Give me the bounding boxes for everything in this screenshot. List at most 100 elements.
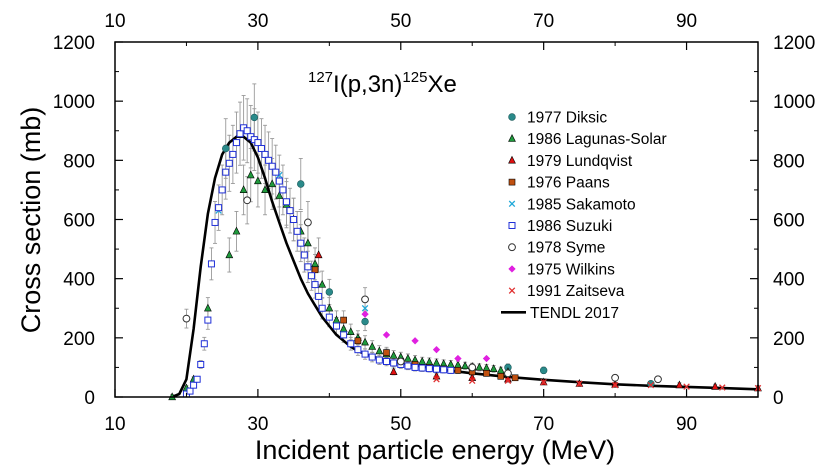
- legend-item-1985-sakamoto: 1985 Sakamoto: [508, 196, 636, 213]
- x-tick-label-top: 70: [533, 11, 554, 32]
- series-tendl-2017-curve: [171, 135, 759, 399]
- point-1991-zaitseva: [576, 380, 583, 387]
- legend-marker-1976-paans: [508, 178, 516, 186]
- point-1978-syme: [611, 373, 620, 382]
- point-1976-paans: [383, 349, 390, 356]
- point-1979-lundqvist: [711, 381, 720, 390]
- legend-label-1986-lagunas-solar: 1986 Lagunas-Solar: [527, 131, 667, 148]
- point-1991-zaitseva: [611, 381, 619, 389]
- point-1986-lagunas-solar: [239, 185, 248, 194]
- legend-item-1986-suzuki: 1986 Suzuki: [508, 218, 612, 235]
- point-1975-wilkins: [482, 354, 491, 363]
- legend-item-tendl-2017: TENDL 2017: [501, 305, 619, 322]
- point-1975-wilkins: [411, 337, 419, 345]
- point-1986-lagunas-solar: [225, 250, 234, 259]
- point-1979-lundqvist: [675, 380, 684, 389]
- point-1986-suzuki: [215, 204, 223, 212]
- point-1991-zaitseva: [468, 377, 476, 384]
- point-1991-zaitseva: [719, 384, 726, 391]
- point-1986-suzuki: [311, 281, 319, 289]
- title-product: Xe: [427, 71, 456, 98]
- legend-item-1978-syme: 1978 Syme: [508, 240, 605, 257]
- point-1986-suzuki: [261, 150, 269, 158]
- legend-marker-1978-syme: [508, 243, 516, 252]
- point-1986-suzuki: [268, 162, 276, 170]
- point-1986-suzuki: [332, 322, 340, 330]
- point-1986-lagunas-solar: [275, 191, 284, 199]
- point-1986-suzuki: [272, 168, 280, 176]
- point-1986-suzuki: [297, 239, 305, 247]
- point-1986-lagunas-solar: [389, 350, 398, 359]
- point-1986-suzuki: [433, 365, 440, 373]
- legend-item-1977-diksic: 1977 Diksic: [508, 110, 607, 127]
- point-1975-wilkins: [454, 354, 462, 363]
- point-1978-syme: [304, 218, 312, 227]
- legend-label-tendl-2017: TENDL 2017: [530, 305, 619, 322]
- y-tick-label-right: 1000: [773, 92, 815, 113]
- point-1986-suzuki: [222, 168, 230, 176]
- point-1977-diksic: [250, 113, 259, 122]
- point-1986-lagunas-solar: [418, 356, 427, 365]
- point-1986-suzuki: [218, 186, 226, 194]
- point-1978-syme: [468, 363, 477, 372]
- point-1986-suzuki: [361, 350, 369, 358]
- point-1976-paans: [311, 266, 319, 274]
- legend-label-1979-lundqvist: 1979 Lundqvist: [527, 153, 633, 170]
- legend-marker-1986-lagunas-solar: [508, 134, 516, 142]
- legend-label-1991-zaitseva: 1991 Zaitseva: [527, 283, 625, 300]
- legend-item-1986-lagunas-solar: 1986 Lagunas-Solar: [508, 131, 667, 148]
- point-1978-syme: [654, 375, 662, 384]
- point-1986-lagunas-solar: [375, 346, 384, 355]
- legend-label-1985-sakamoto: 1985 Sakamoto: [527, 196, 636, 213]
- legend-item-1979-lundqvist: 1979 Lundqvist: [508, 153, 633, 170]
- point-1986-suzuki: [307, 272, 315, 280]
- point-1986-lagunas-solar: [268, 179, 277, 188]
- point-1986-suzuki: [418, 364, 426, 372]
- point-1986-suzuki: [190, 381, 198, 389]
- point-1986-suzuki: [325, 313, 333, 321]
- x-tick-label-top: 10: [104, 11, 125, 32]
- point-1986-suzuki: [186, 387, 194, 395]
- point-1986-suzuki: [232, 139, 240, 147]
- title-reaction: I(p,3n): [333, 71, 402, 98]
- point-1986-lagunas-solar: [261, 185, 269, 194]
- point-1985-sakamoto: [361, 304, 369, 312]
- legend-marker-1986-suzuki: [508, 222, 516, 229]
- point-1986-suzuki: [447, 366, 455, 374]
- legend-marker-1975-wilkins: [508, 265, 516, 273]
- point-1991-zaitseva: [433, 375, 440, 383]
- y-tick-label-right: 200: [773, 329, 805, 350]
- y-tick-label-right: 1200: [773, 33, 815, 54]
- title-target-mass: 127: [308, 69, 333, 86]
- legend-marker-1977-diksic: [508, 113, 516, 121]
- point-1986-suzuki: [290, 216, 298, 223]
- point-1986-suzuki: [207, 260, 215, 268]
- point-1986-suzuki: [318, 304, 326, 312]
- point-1986-suzuki: [368, 353, 376, 361]
- point-1986-lagunas-solar: [254, 176, 262, 185]
- point-1986-lagunas-solar: [346, 327, 355, 336]
- legend-marker-1991-zaitseva: [508, 287, 516, 294]
- point-1986-suzuki: [204, 316, 212, 324]
- x-tick-label-top: 30: [247, 11, 268, 32]
- x-tick-label-top: 50: [390, 11, 411, 32]
- legend-marker-1985-sakamoto: [508, 200, 516, 208]
- point-1976-paans: [454, 367, 462, 374]
- point-1977-diksic: [539, 366, 548, 375]
- point-1986-suzuki: [425, 365, 433, 373]
- x-tick-label-bottom: 90: [676, 414, 697, 435]
- point-1986-suzuki: [315, 292, 323, 300]
- x-axis-title: Incident particle energy (MeV): [255, 435, 615, 465]
- point-1986-suzuki: [382, 358, 390, 365]
- legend-item-1975-wilkins: 1975 Wilkins: [508, 261, 615, 278]
- data-markers: [168, 113, 762, 401]
- y-tick-label-left: 1000: [53, 92, 95, 113]
- point-1986-suzuki: [229, 150, 237, 158]
- x-tick-label-bottom: 70: [533, 414, 554, 435]
- point-1979-lundqvist: [389, 367, 398, 375]
- point-1986-suzuki: [279, 186, 287, 194]
- point-1986-suzuki: [243, 127, 251, 135]
- point-1976-paans: [483, 370, 490, 377]
- point-1977-diksic: [222, 144, 230, 153]
